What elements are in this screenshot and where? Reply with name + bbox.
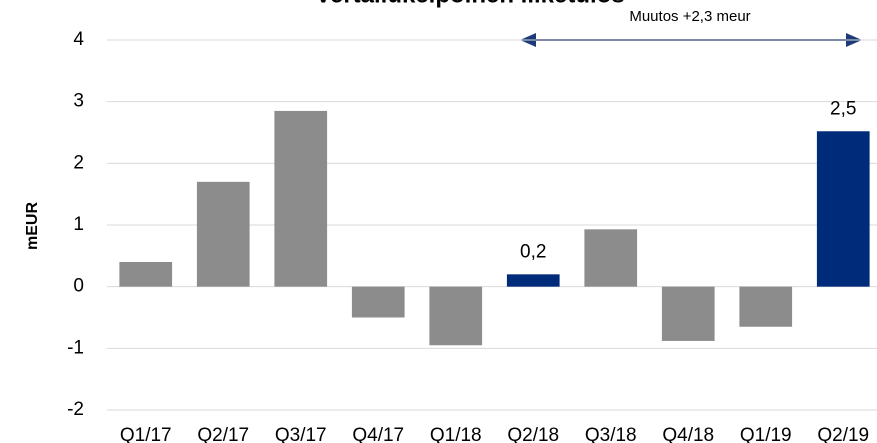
y-tick-label: 3 [73,91,84,112]
bar [584,229,638,287]
y-tick-label: -1 [67,337,84,358]
bar [506,274,560,287]
bar [196,181,250,287]
y-tick-label: 2 [73,152,84,173]
x-tick-label: Q3/17 [275,425,327,443]
y-tick-label: 1 [73,214,84,235]
x-tick-label: Q2/19 [817,425,869,443]
bar [739,286,793,327]
y-tick-label: -2 [67,399,84,420]
data-label: 2,5 [830,98,856,119]
bar [816,131,870,287]
data-label: 0,2 [520,241,546,262]
x-tick-label: Q1/19 [740,425,792,443]
annotation: Muutos +2,3 meur [629,8,750,25]
bar [429,286,483,346]
x-tick-label: Q1/18 [430,425,482,443]
y-tick-label: 0 [73,276,84,297]
x-tick-label: Q4/18 [662,425,714,443]
y-axis-label: mEUR [24,202,41,250]
x-tick-label: Q2/17 [197,425,249,443]
chart-title: Vertailukelpoinen liiketulos [315,0,624,8]
x-tick-label: Q1/17 [120,425,172,443]
bar [661,286,715,341]
bar [119,262,173,287]
bar [274,110,328,287]
y-tick-label: 4 [73,29,84,50]
x-tick-label: Q4/17 [352,425,404,443]
x-tick-label: Q3/18 [585,425,637,443]
x-tick-label: Q2/18 [507,425,559,443]
bar [351,286,405,318]
